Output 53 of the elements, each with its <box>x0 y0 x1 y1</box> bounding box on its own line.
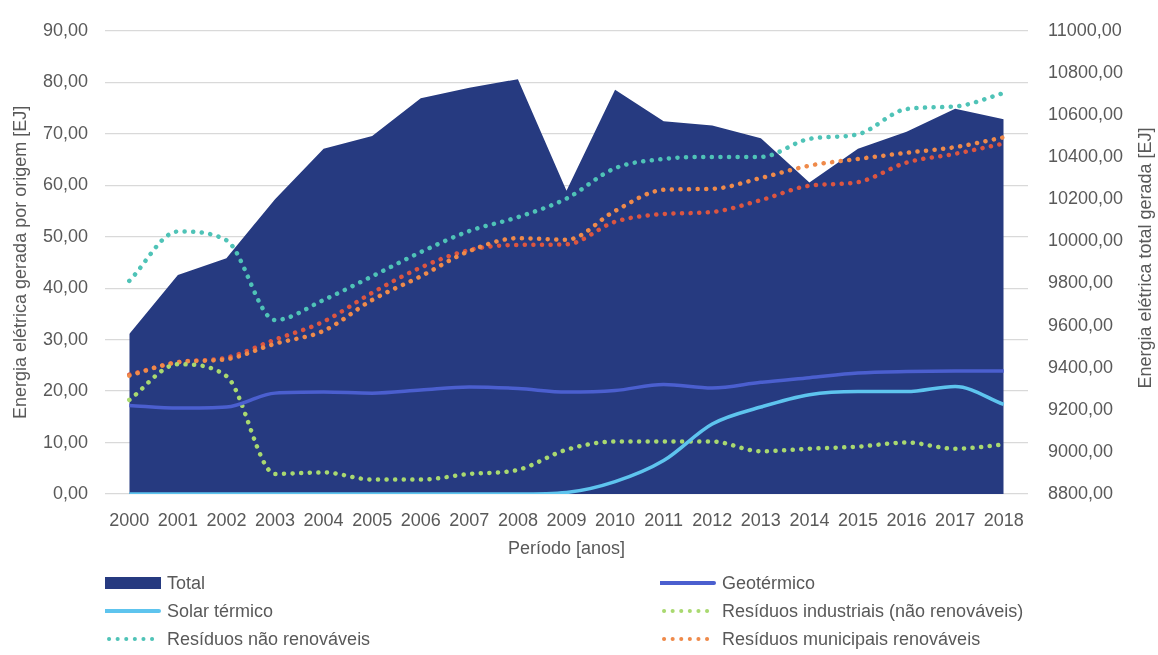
legend-label: Resíduos municipais renováveis <box>722 628 981 650</box>
y2-tick-label: 9600,00 <box>1048 314 1114 335</box>
y2-tick-label: 9000,00 <box>1048 440 1114 461</box>
y2-tick-label: 10800,00 <box>1048 61 1124 82</box>
x-tick-label: 2001 <box>157 509 198 530</box>
x-tick-label: 2007 <box>449 509 490 530</box>
legend-label: Total <box>167 572 206 594</box>
y-tick-label: 10,00 <box>42 431 88 452</box>
x-tick-label: 2011 <box>644 509 684 530</box>
y-tick-label: 0,00 <box>52 482 88 503</box>
y2-tick-label: 11000,00 <box>1048 19 1122 40</box>
x-axis-title: Período [anos] <box>507 538 626 559</box>
line-series <box>127 369 1006 410</box>
x-tick-label: 2006 <box>400 509 441 530</box>
legend-label: Resíduos industriais (não renováveis) <box>722 600 1024 622</box>
x-tick-label: 2010 <box>595 509 636 530</box>
y-tick-label: 80,00 <box>42 71 88 92</box>
x-tick-label: 2003 <box>255 509 296 530</box>
y-tick-label: 40,00 <box>42 277 88 298</box>
x-tick-label: 2018 <box>983 509 1024 530</box>
legend-label: Solar térmico <box>167 600 274 622</box>
x-tick-label: 2017 <box>935 509 976 530</box>
x-tick-label: 2015 <box>837 509 878 530</box>
legend-label: Geotérmico <box>722 572 816 594</box>
x-tick-label: 2002 <box>206 509 247 530</box>
x-tick-label: 2005 <box>352 509 393 530</box>
x-tick-label: 2008 <box>497 509 538 530</box>
y-tick-label: 50,00 <box>42 225 88 246</box>
y2-tick-label: 10600,00 <box>1048 103 1124 124</box>
x-tick-label: 2004 <box>303 509 344 530</box>
y2-axis-title: Energia elétrica total gerada [EJ] <box>1135 127 1155 389</box>
y2-tick-label: 9200,00 <box>1048 398 1114 419</box>
y2-tick-label: 10400,00 <box>1048 146 1124 167</box>
x-tick-label: 2012 <box>692 509 733 530</box>
y-axis-title: Energia elétrica gerada por origem [EJ] <box>9 105 30 419</box>
x-tick-label: 2009 <box>546 509 587 530</box>
y-tick-label: 30,00 <box>42 328 88 349</box>
line-series <box>127 90 1006 323</box>
x-tick-label: 2016 <box>886 509 927 530</box>
y2-tick-label: 9800,00 <box>1048 272 1114 293</box>
legend-label: Resíduos não renováveis <box>167 628 371 650</box>
x-tick-label: 2000 <box>109 509 150 530</box>
y2-tick-label: 10000,00 <box>1048 230 1124 251</box>
y-tick-label: 60,00 <box>42 174 88 195</box>
y2-tick-label: 10200,00 <box>1048 188 1124 209</box>
y2-tick-label: 8800,00 <box>1048 482 1114 503</box>
y2-tick-label: 9400,00 <box>1048 356 1114 377</box>
y-tick-label: 90,00 <box>42 19 88 40</box>
y-tick-label: 70,00 <box>42 122 88 143</box>
y-tick-label: 20,00 <box>42 380 88 401</box>
x-tick-label: 2013 <box>740 509 781 530</box>
line-series <box>127 384 1006 494</box>
x-tick-label: 2014 <box>789 509 830 530</box>
